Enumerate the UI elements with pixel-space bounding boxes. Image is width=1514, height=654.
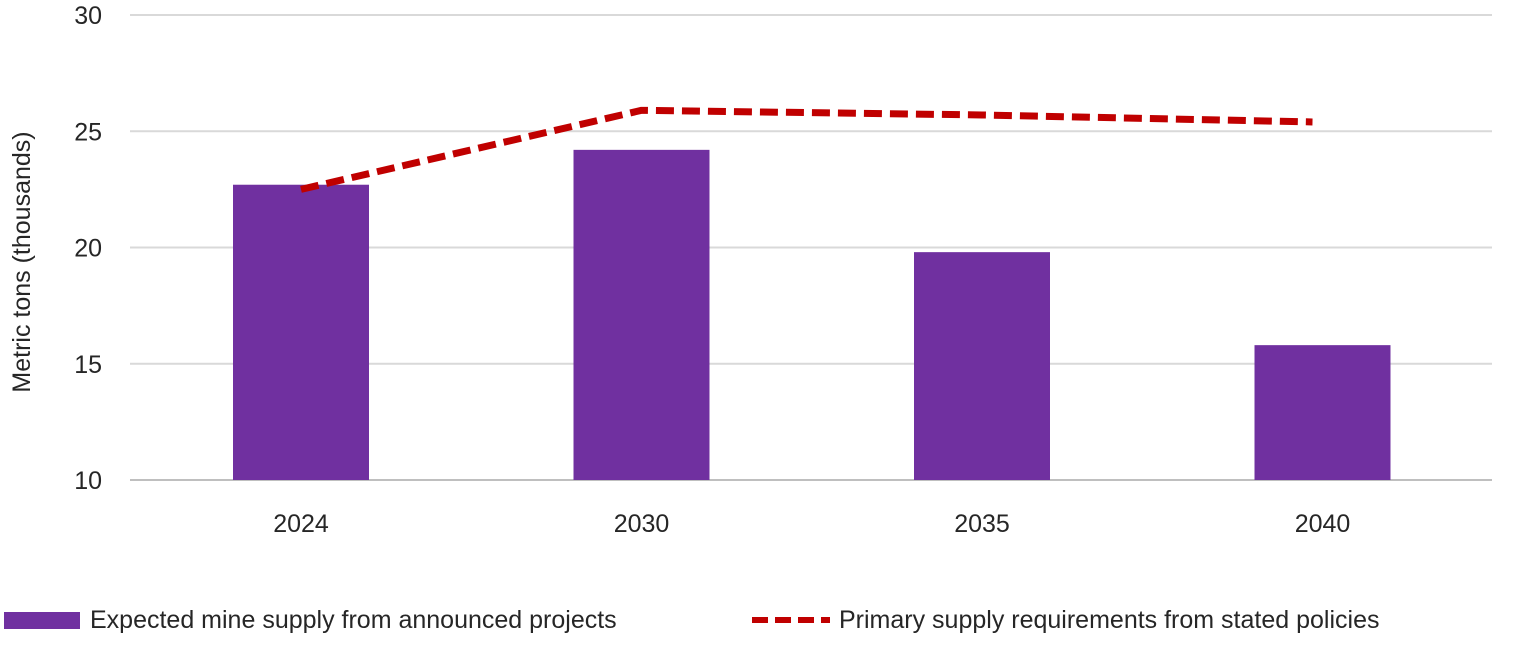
- bar: [573, 149, 710, 480]
- y-tick-label: 30: [74, 2, 102, 30]
- y-axis-label: Metric tons (thousands): [8, 131, 36, 392]
- bar: [1254, 345, 1391, 480]
- legend: Expected mine supply from announced proj…: [4, 606, 1379, 634]
- bar: [914, 252, 1050, 480]
- legend-label-line: Primary supply requirements from stated …: [839, 606, 1379, 634]
- y-axis-ticks: 10 15 20 25 30: [74, 2, 102, 495]
- bar: [233, 184, 369, 480]
- y-tick-label: 25: [74, 118, 102, 146]
- x-tick-label: 2040: [1295, 510, 1351, 538]
- x-tick-label: 2030: [614, 510, 670, 538]
- y-tick-label: 10: [74, 467, 102, 495]
- x-tick-label: 2035: [954, 510, 1010, 538]
- bar-series: [233, 149, 1391, 480]
- y-tick-label: 20: [74, 235, 102, 263]
- legend-label-bar: Expected mine supply from announced proj…: [90, 606, 617, 634]
- y-tick-label: 15: [74, 351, 102, 379]
- line-series: [300, 106, 1313, 193]
- x-tick-label: 2024: [273, 510, 329, 538]
- line-path: [300, 106, 1313, 193]
- legend-swatch-bar: [4, 612, 80, 629]
- x-axis-ticks: 2024 2030 2035 2040: [273, 510, 1350, 538]
